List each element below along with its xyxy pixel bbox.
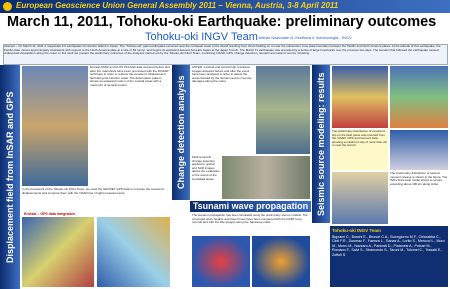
tsunami-image — [192, 236, 250, 287]
text: Multi-temporal change detection applied … — [192, 156, 220, 181]
logo — [3, 2, 12, 11]
band-change: Change detection analysis — [172, 65, 190, 200]
model-image — [390, 130, 448, 170]
team-title: Tohoku-oki INGV Team — [332, 228, 381, 233]
section-title: Seismic source modeling: results — [316, 72, 326, 216]
text: Envisat ASAR and ALOS PALSAR data acquir… — [90, 66, 170, 87]
text: The tsunami propagation has been simulat… — [192, 214, 308, 225]
team-members: Bignami C., Boschi E., Brunori C.A., Buo… — [332, 235, 445, 257]
title: March 11, 2011, Tohoku-oki Earthquake: p… — [7, 14, 437, 30]
satellite-image — [256, 66, 310, 154]
tsunami-image — [252, 236, 310, 287]
section-title: Displacement field from InSAR and GPS — [5, 91, 15, 263]
slip-map — [332, 66, 388, 128]
top-banner: European Geoscience Union General Assemb… — [0, 0, 450, 13]
abstract: Abstract – On March 11, 2011 a magnitude… — [3, 44, 448, 65]
change-image — [222, 156, 310, 199]
text: In the framework of the Tohoku-oki INGV … — [22, 188, 165, 195]
section-title: Change detection analysis — [176, 75, 186, 190]
caption: Envisat – GPS data integration — [24, 212, 75, 216]
text: The preliminary distribution of coseismi… — [332, 130, 388, 170]
team: Tohoku-oki INGV Team — [145, 31, 258, 43]
band-seismic: Seismic source modeling: results — [312, 65, 330, 223]
insar-map — [22, 66, 88, 186]
text: ASTER, Landsat and optical high resoluti… — [192, 66, 252, 84]
conference: European Geoscience Union General Assemb… — [16, 1, 339, 10]
section-title: Tsunami wave propagation — [190, 201, 311, 212]
text: The preliminary distribution of seismic … — [390, 172, 448, 186]
model-image — [332, 172, 388, 224]
institute: - Istituto Nazionale di Geofisica e Vulc… — [256, 35, 352, 40]
gps-image — [97, 217, 170, 287]
band-displacement: Displacement field from InSAR and GPS — [0, 65, 20, 289]
team-box: Tohoku-oki INGV Team Bignami C., Boschi … — [330, 226, 448, 287]
slip-map — [390, 66, 448, 128]
gps-image — [22, 217, 94, 287]
